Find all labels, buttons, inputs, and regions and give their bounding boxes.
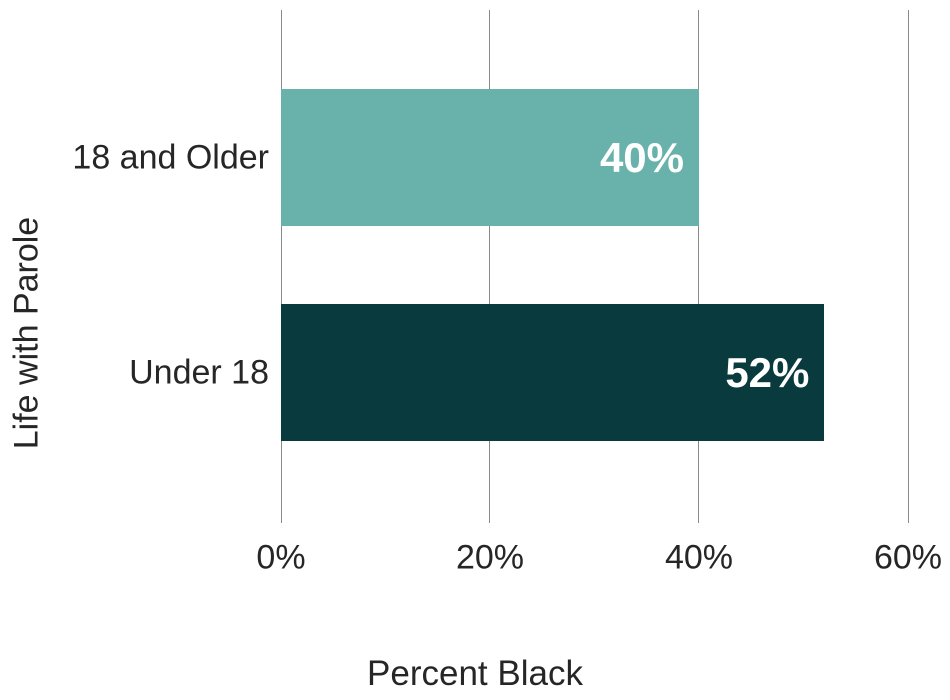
category-label-18-and-older: 18 and Older [72,137,269,176]
x-tick-label-0%: 0% [256,538,306,577]
x-axis-title: Percent Black [367,654,583,693]
gridline-20% [489,10,491,523]
x-tick-label-20%: 20% [455,538,525,577]
gridline-0% [280,10,282,523]
bar-under-18: 52% [281,304,825,441]
plot-area: 40% 52% [280,10,909,523]
bar-value-label-18-and-older: 40% [599,133,684,181]
bar-value-label-under-18: 52% [725,348,810,396]
bar-18-and-older: 40% [281,89,699,226]
gridline-60% [907,10,909,523]
gridline-40% [698,10,700,523]
x-tick-label-60%: 60% [873,538,943,577]
y-axis-title: Life with Parole [7,216,46,450]
x-tick-label-40%: 40% [664,538,734,577]
category-label-under-18: Under 18 [129,352,269,391]
